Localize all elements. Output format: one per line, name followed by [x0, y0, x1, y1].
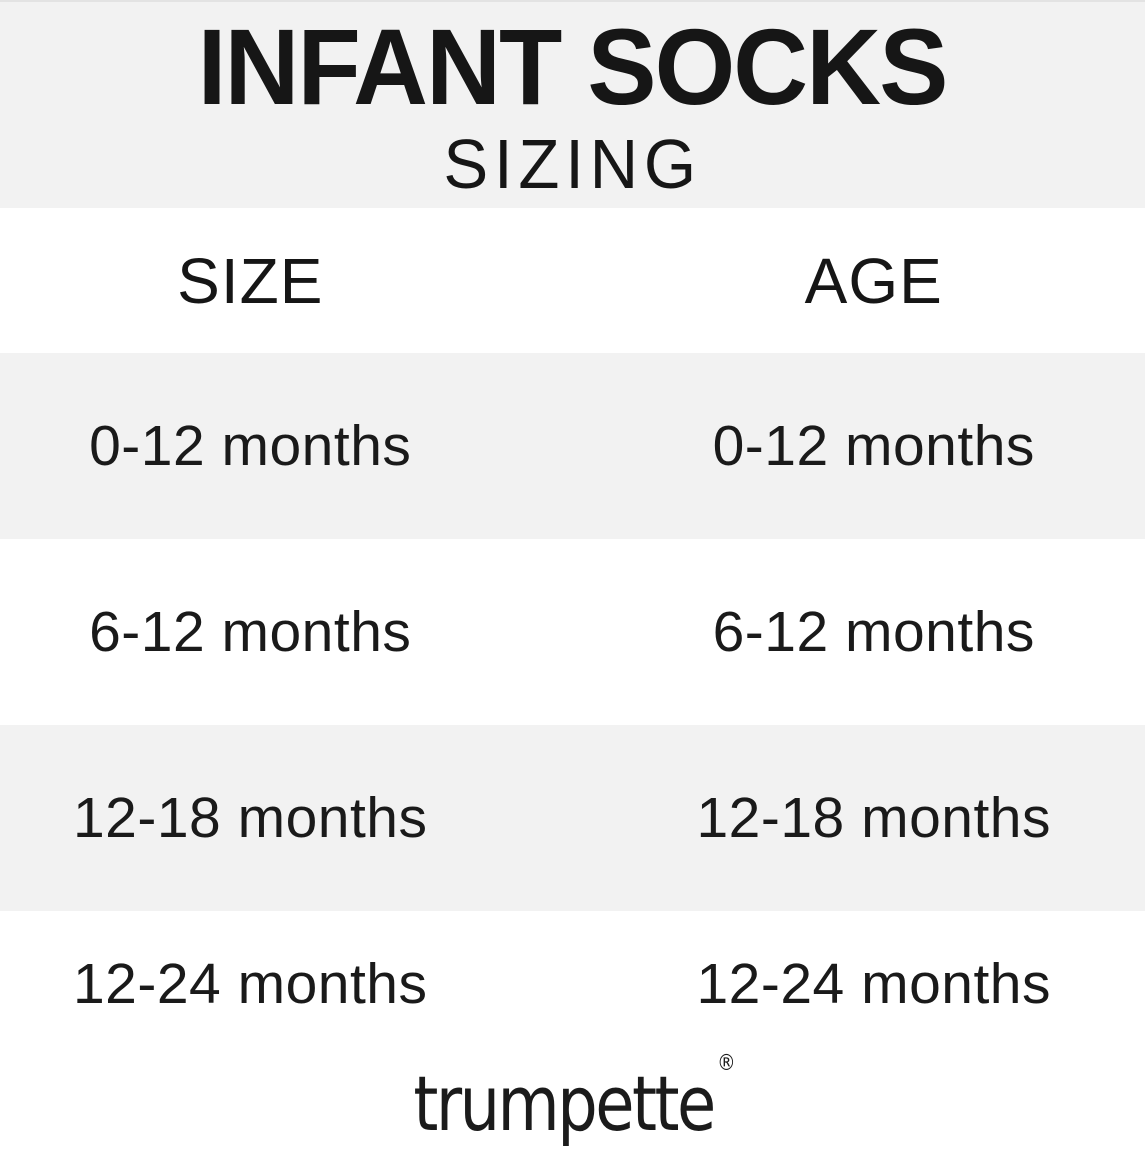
- size-value: 6-12 months: [89, 600, 412, 664]
- title-banner: INFANT SOCKS SIZING: [0, 0, 1145, 208]
- column-header-size: SIZE: [177, 244, 324, 317]
- age-value: 0-12 months: [712, 414, 1035, 478]
- brand-logo: trumpette ®: [413, 1052, 735, 1142]
- table-row: 12-18 months 12-18 months: [0, 725, 1145, 911]
- brand-logo-text: trumpette: [413, 1059, 716, 1148]
- table-row: 0-12 months 0-12 months: [0, 353, 1145, 539]
- page-title: INFANT SOCKS: [198, 6, 949, 127]
- page-subtitle: SIZING: [443, 125, 702, 203]
- size-value: 0-12 months: [89, 414, 412, 478]
- table-row: 12-24 months 12-24 months: [0, 911, 1145, 1056]
- brand-footer: trumpette ®: [0, 1052, 1145, 1152]
- column-header-age: AGE: [804, 244, 943, 317]
- table-header-row: SIZE AGE: [0, 208, 1145, 353]
- age-value: 6-12 months: [712, 600, 1035, 664]
- size-value: 12-18 months: [72, 786, 428, 850]
- table-row: 6-12 months 6-12 months: [0, 539, 1145, 725]
- registered-trademark-icon: ®: [716, 1050, 736, 1076]
- size-value: 12-24 months: [72, 951, 428, 1016]
- age-value: 12-24 months: [696, 951, 1052, 1016]
- age-value: 12-18 months: [696, 786, 1052, 850]
